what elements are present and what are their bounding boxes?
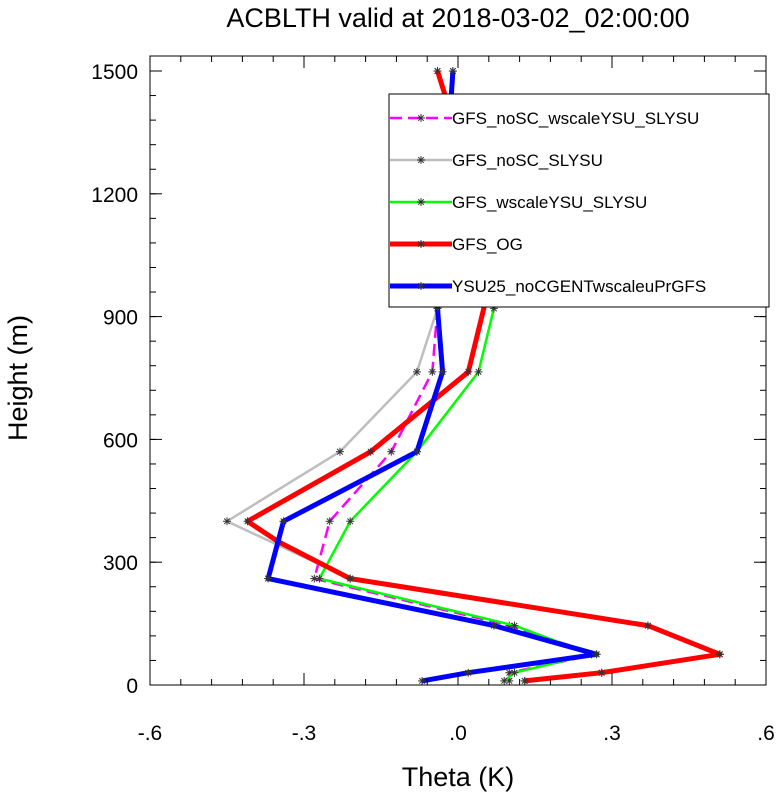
x-tick-label: -.6 [138,722,163,745]
data-point-2 [592,650,601,659]
chart-title: ACBLTH valid at 2018-03-02_02:00:00 [226,3,689,33]
axes-layer: -.6 -.3 .0 .3 .6 0 300 600 900 1200 1500 [91,55,775,745]
legend-label: GFS_OG [452,235,523,254]
legend: GFS_noSC_wscaleYSU_SLYSU GFS_noSC_SLYSU GF… [388,93,770,308]
data-point-0 [418,676,427,685]
legend-marker [417,282,425,290]
data-point-1 [597,668,606,677]
data-point-1 [464,668,473,677]
data-point-11 [433,67,442,75]
data-point-5 [325,517,334,526]
data-point-0 [500,676,509,685]
x-axis-title: Theta (K) [402,762,515,792]
legend-marker [417,114,425,122]
legend-box [388,93,770,308]
data-point-0 [520,676,529,685]
data-point-4 [315,574,324,583]
data-point-4 [310,574,319,583]
x-tick-label: .0 [449,722,467,745]
data-point-7 [412,367,421,376]
data-point-5 [346,517,355,526]
y-tick-label: 1500 [91,61,138,84]
legend-item: GFS_noSC_SLYSU [390,151,603,170]
data-point-7 [428,367,437,376]
data-point-9 [448,67,457,75]
y-tick-label: 600 [103,429,138,452]
x-tick-label: -.3 [292,722,317,745]
legend-marker [417,198,425,206]
y-tick-label: 300 [103,552,138,575]
y-tick-label: 0 [126,675,138,698]
data-point-5 [223,517,231,526]
series-line [265,70,600,684]
legend-marker [417,240,425,248]
data-point-4 [264,574,273,583]
data-point-6 [387,447,396,456]
legend-item: GFS_OG [390,235,523,254]
data-point-6 [412,447,421,456]
data-point-1 [510,668,519,677]
legend-item: YSU25_noCGENTwscaleuPrGFS [390,277,706,296]
data-point-2 [715,650,724,659]
legend-item: GFS_wscaleYSU_SLYSU [390,193,647,212]
data-point-7 [438,367,447,376]
data-point-7 [474,367,483,376]
x-tick-label: .3 [603,722,621,745]
y-axis-title: Height (m) [3,315,33,441]
legend-marker [417,156,425,164]
data-point-6 [243,517,252,526]
data-point-3 [510,621,519,630]
data-point-5 [279,517,288,526]
data-point-3 [489,621,498,630]
legend-label: GFS_noSC_SLYSU [452,151,603,170]
data-point-8 [464,367,473,376]
legend-label: YSU25_noCGENTwscaleuPrGFS [452,277,706,296]
y-tick-label: 900 [103,307,138,330]
data-point-6 [335,447,344,456]
legend-label: GFS_wscaleYSU_SLYSU [452,193,647,212]
data-point-7 [366,447,375,456]
series-line [313,70,598,681]
data-point-4 [346,574,355,583]
y-tick-label: 1200 [91,184,138,207]
legend-label: GFS_noSC_wscaleYSU_SLYSU [452,109,699,128]
data-point-3 [643,621,652,630]
legend-item: GFS_noSC_wscaleYSU_SLYSU [390,109,699,128]
x-tick-label: .6 [757,722,775,745]
